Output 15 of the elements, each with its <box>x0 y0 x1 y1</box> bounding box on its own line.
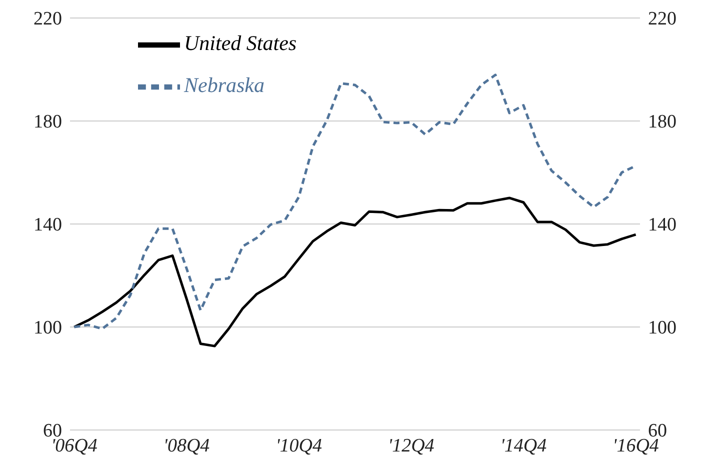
y-tick-label: 100 <box>34 318 62 339</box>
y-tick-label: 140 <box>34 214 62 236</box>
line-series <box>72 196 638 348</box>
legend-label: United States <box>184 30 297 55</box>
y2-tick-label: 220 <box>648 8 676 30</box>
y2-tick-label: 140 <box>648 214 676 236</box>
x-tick-label: '08Q4 <box>163 435 210 456</box>
y2-tick-label: 180 <box>648 112 676 133</box>
y2-tick-label: 100 <box>648 318 676 339</box>
x-tick-label: '12Q4 <box>388 435 435 456</box>
legend-label: Nebraska <box>184 72 264 97</box>
x-tick-label: '14Q4 <box>500 435 548 456</box>
x-tick-label: '10Q4 <box>276 435 322 456</box>
y-tick-label: 180 <box>34 112 62 133</box>
y-tick-label: 220 <box>34 8 62 30</box>
